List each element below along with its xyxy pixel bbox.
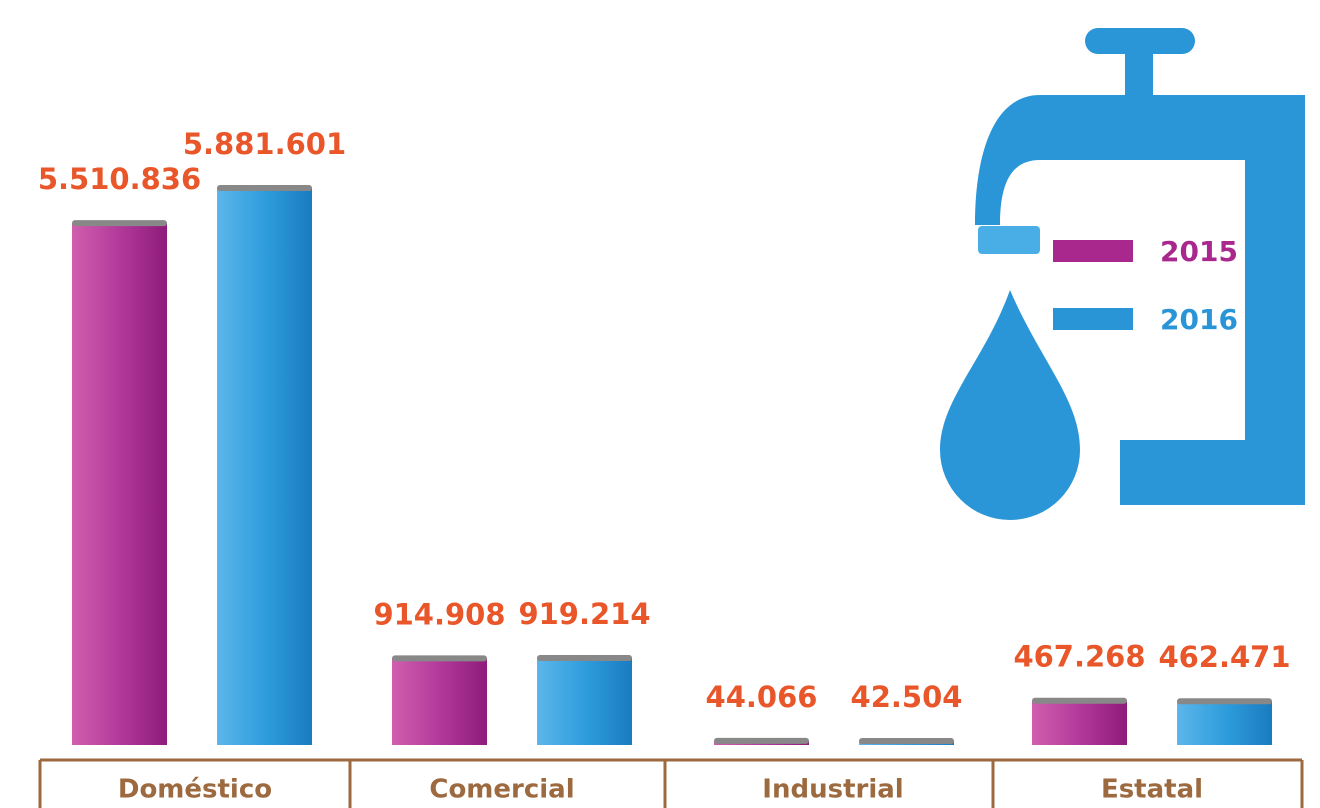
bar (1032, 700, 1127, 745)
value-label: 914.908 (373, 597, 505, 631)
bar-cap (72, 220, 167, 227)
bar-cap (859, 737, 954, 744)
category-bracket (38, 758, 1304, 808)
bar (537, 657, 632, 745)
value-label: 467.268 (1013, 640, 1145, 674)
bar-cap (714, 737, 809, 744)
legend-swatch (1053, 308, 1133, 330)
x-tick-label: Doméstico (118, 775, 272, 805)
value-label: 5.510.836 (38, 162, 201, 196)
bar-cap (217, 185, 312, 191)
bar (72, 223, 167, 745)
bar-cap (392, 655, 487, 662)
legend-swatch (1053, 240, 1133, 262)
bar-cap (1032, 697, 1127, 704)
legend-label: 2015 (1160, 235, 1238, 268)
faucet-icon (940, 28, 1305, 520)
legend-label: 2016 (1160, 303, 1238, 336)
value-label: 5.881.601 (183, 127, 346, 161)
bar-cap (537, 654, 632, 661)
value-label: 462.471 (1158, 640, 1290, 674)
bar-cap (1177, 698, 1272, 705)
bar (392, 658, 487, 745)
value-label: 919.214 (518, 597, 650, 631)
x-tick-label: Comercial (429, 775, 574, 805)
x-tick-label: Estatal (1101, 775, 1203, 805)
value-label: 44.066 (706, 680, 818, 714)
bar (217, 188, 312, 745)
x-tick-label: Industrial (762, 775, 903, 805)
value-label: 42.504 (851, 680, 963, 714)
bar (1177, 701, 1272, 745)
